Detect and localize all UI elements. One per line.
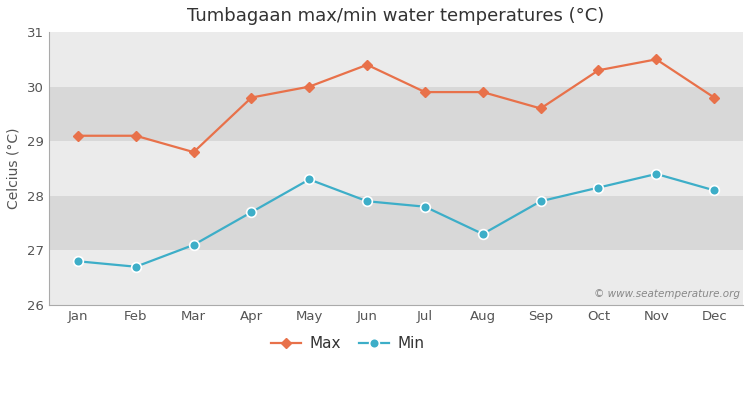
Bar: [49, 141, 743, 196]
Bar: [49, 196, 743, 250]
Title: Tumbagaan max/min water temperatures (°C): Tumbagaan max/min water temperatures (°C…: [188, 7, 604, 25]
Text: © www.seatemperature.org: © www.seatemperature.org: [593, 290, 740, 300]
Legend: Max, Min: Max, Min: [265, 330, 430, 357]
Bar: [49, 32, 743, 87]
Bar: [49, 87, 743, 141]
Y-axis label: Celcius (°C): Celcius (°C): [7, 128, 21, 209]
Bar: [49, 250, 743, 305]
